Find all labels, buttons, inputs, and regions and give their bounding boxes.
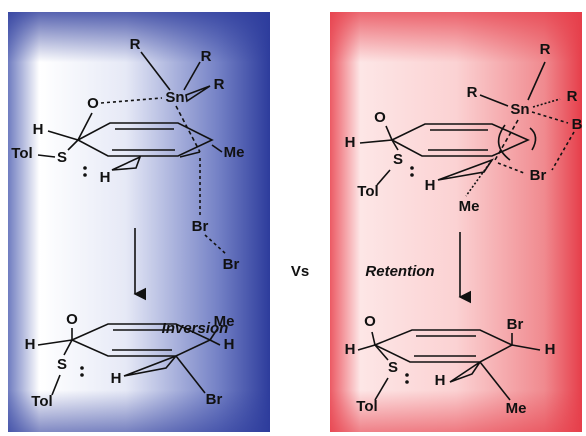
atom-label: Me — [224, 144, 245, 161]
atom-label: O — [87, 95, 99, 112]
right-product-bonds — [357, 329, 541, 401]
atom-label: H — [111, 370, 122, 387]
atom-label: S — [388, 359, 398, 376]
right-panel-shade — [330, 12, 582, 432]
atom-label: Br — [192, 218, 209, 235]
atom-label: H — [435, 372, 446, 389]
left-product-bonds — [37, 323, 221, 396]
right-reactant-bonds — [359, 61, 575, 304]
atom-label: Me — [214, 313, 235, 330]
atom-label: Tol — [357, 183, 378, 200]
atom-label: Me — [459, 198, 480, 215]
atom-label: R — [540, 41, 551, 58]
atom-label: Me — [506, 400, 527, 417]
left-panel-shade — [8, 12, 270, 432]
separator: Vs — [291, 263, 309, 280]
atom-label: Br — [223, 256, 240, 273]
atom-label: H — [425, 177, 436, 194]
atom-label: R — [130, 36, 141, 53]
atom-label: R — [567, 88, 578, 105]
atom-label: Tol — [356, 398, 377, 415]
atom-label: Tol — [11, 145, 32, 162]
atom-label: H — [33, 121, 44, 138]
atom-label: R — [201, 48, 212, 65]
atom-label: Br — [507, 316, 524, 333]
atom-label: H — [345, 134, 356, 151]
atom-label: S — [57, 356, 67, 373]
atom-label: H — [345, 341, 356, 358]
atom-label: B — [572, 116, 583, 133]
atom-label: Sn — [165, 89, 184, 106]
atom-label: O — [364, 313, 376, 330]
atom-label: Sn — [510, 101, 529, 118]
atom-label: R — [214, 76, 225, 93]
atom-label: O — [374, 109, 386, 126]
atom-label: O — [66, 311, 78, 328]
atom-label: H — [100, 169, 111, 186]
arrow-label: Inversion — [162, 320, 229, 337]
atom-label: H — [545, 341, 556, 358]
atom-label: S — [393, 151, 403, 168]
atom-label: H — [224, 336, 235, 353]
atom-label: R — [467, 84, 478, 101]
atom-label: Br — [530, 167, 547, 184]
atom-label: S — [57, 149, 67, 166]
left-reactant-bonds — [37, 51, 227, 301]
atom-label: H — [25, 336, 36, 353]
atom-label: Tol — [31, 393, 52, 410]
arrow-label: Retention — [365, 263, 434, 280]
atom-label: Br — [206, 391, 223, 408]
